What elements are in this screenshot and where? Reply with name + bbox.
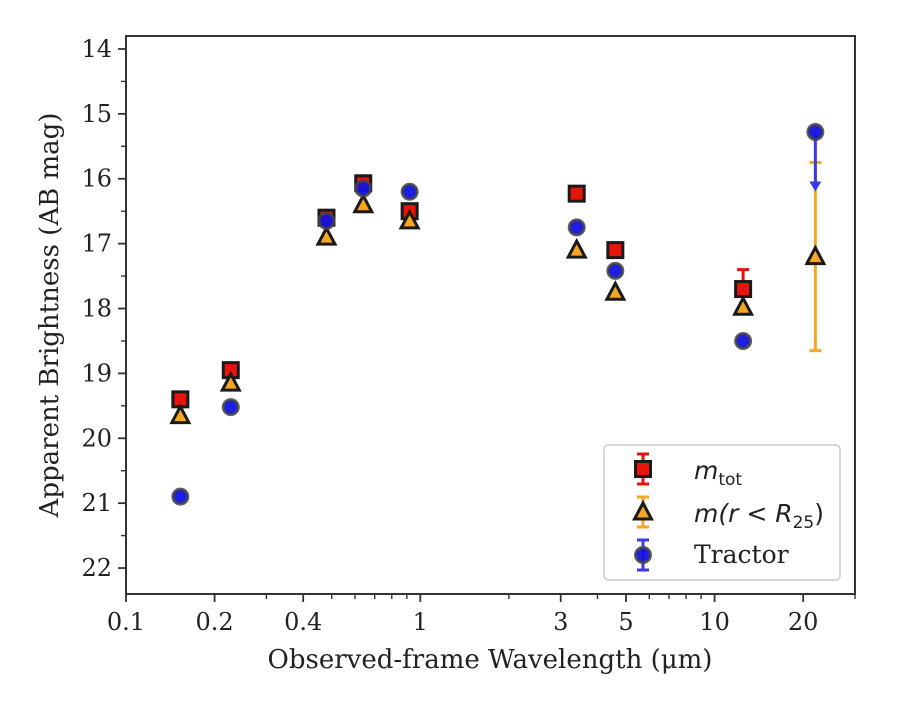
data-point — [171, 487, 190, 506]
y-axis-label: Apparent Brightness (AB mag) — [35, 113, 65, 519]
data-point — [734, 331, 753, 350]
data-point — [219, 370, 242, 392]
series-1 — [169, 161, 827, 425]
legend-mtot-sub: tot — [718, 470, 742, 490]
y-tick-label: 17 — [81, 230, 112, 258]
data-point — [734, 280, 753, 299]
x-tick-label: 20 — [788, 608, 819, 636]
y-tick-label: 18 — [81, 295, 112, 323]
data-point — [354, 179, 373, 198]
legend-marker-1 — [632, 499, 654, 521]
legend-box — [603, 444, 841, 581]
series-layer — [169, 123, 827, 506]
x-axis: 0.1 0.2 0.4 1 3 5 10 20 — [107, 594, 856, 636]
data-point — [221, 398, 240, 417]
legend-label-mr25: m(r < R25) — [694, 499, 824, 533]
legend-marker-2 — [634, 546, 652, 564]
x-tick-label: 0.1 — [107, 608, 145, 636]
y-tick-label: 14 — [81, 35, 112, 63]
legend-markers — [632, 452, 654, 572]
data-point — [400, 182, 419, 201]
data-point — [606, 241, 625, 260]
legend-mtot-main: m — [694, 456, 718, 485]
y-tick-label: 21 — [81, 489, 112, 517]
data-point — [169, 403, 192, 425]
data-point — [567, 184, 586, 203]
x-tick-label: 0.2 — [196, 608, 234, 636]
x-tick-label: 10 — [699, 608, 730, 636]
data-point — [804, 244, 827, 266]
data-point — [732, 295, 755, 316]
series-2 — [171, 123, 825, 506]
y-tick-label: 16 — [81, 165, 112, 193]
legend-label-tractor: Tractor — [694, 540, 789, 569]
data-point — [315, 224, 338, 246]
x-tick-label: 1 — [413, 608, 428, 636]
data-point — [565, 237, 588, 259]
data-point — [352, 192, 375, 214]
legend-mr25-sub: 25 — [793, 513, 815, 533]
legend-mr25-end: ) — [814, 499, 824, 528]
legend-marker-0 — [634, 460, 652, 478]
y-tick-label: 19 — [81, 359, 112, 387]
data-point — [606, 261, 625, 280]
data-point — [604, 280, 627, 301]
data-point — [567, 218, 586, 237]
x-tick-label: 5 — [618, 608, 633, 636]
y-tick-label: 15 — [81, 100, 112, 128]
data-point — [317, 211, 336, 230]
data-point — [806, 123, 825, 142]
legend-label-mtot: mtot — [694, 456, 742, 490]
x-tick-label: 0.4 — [284, 608, 322, 636]
x-tick-label: 3 — [553, 608, 568, 636]
y-axis: 14 15 16 17 18 19 20 21 22 — [81, 35, 126, 582]
data-point — [398, 208, 421, 230]
upper-limit-arrow — [809, 181, 822, 192]
y-tick-label: 20 — [81, 424, 112, 452]
y-tick-label: 22 — [81, 554, 112, 582]
x-axis-label: Observed-frame Wavelength (μm) — [268, 645, 713, 675]
legend-mr25-main: m(r < R — [694, 499, 793, 528]
legend: mtot m(r < R25) Tractor — [603, 444, 841, 581]
